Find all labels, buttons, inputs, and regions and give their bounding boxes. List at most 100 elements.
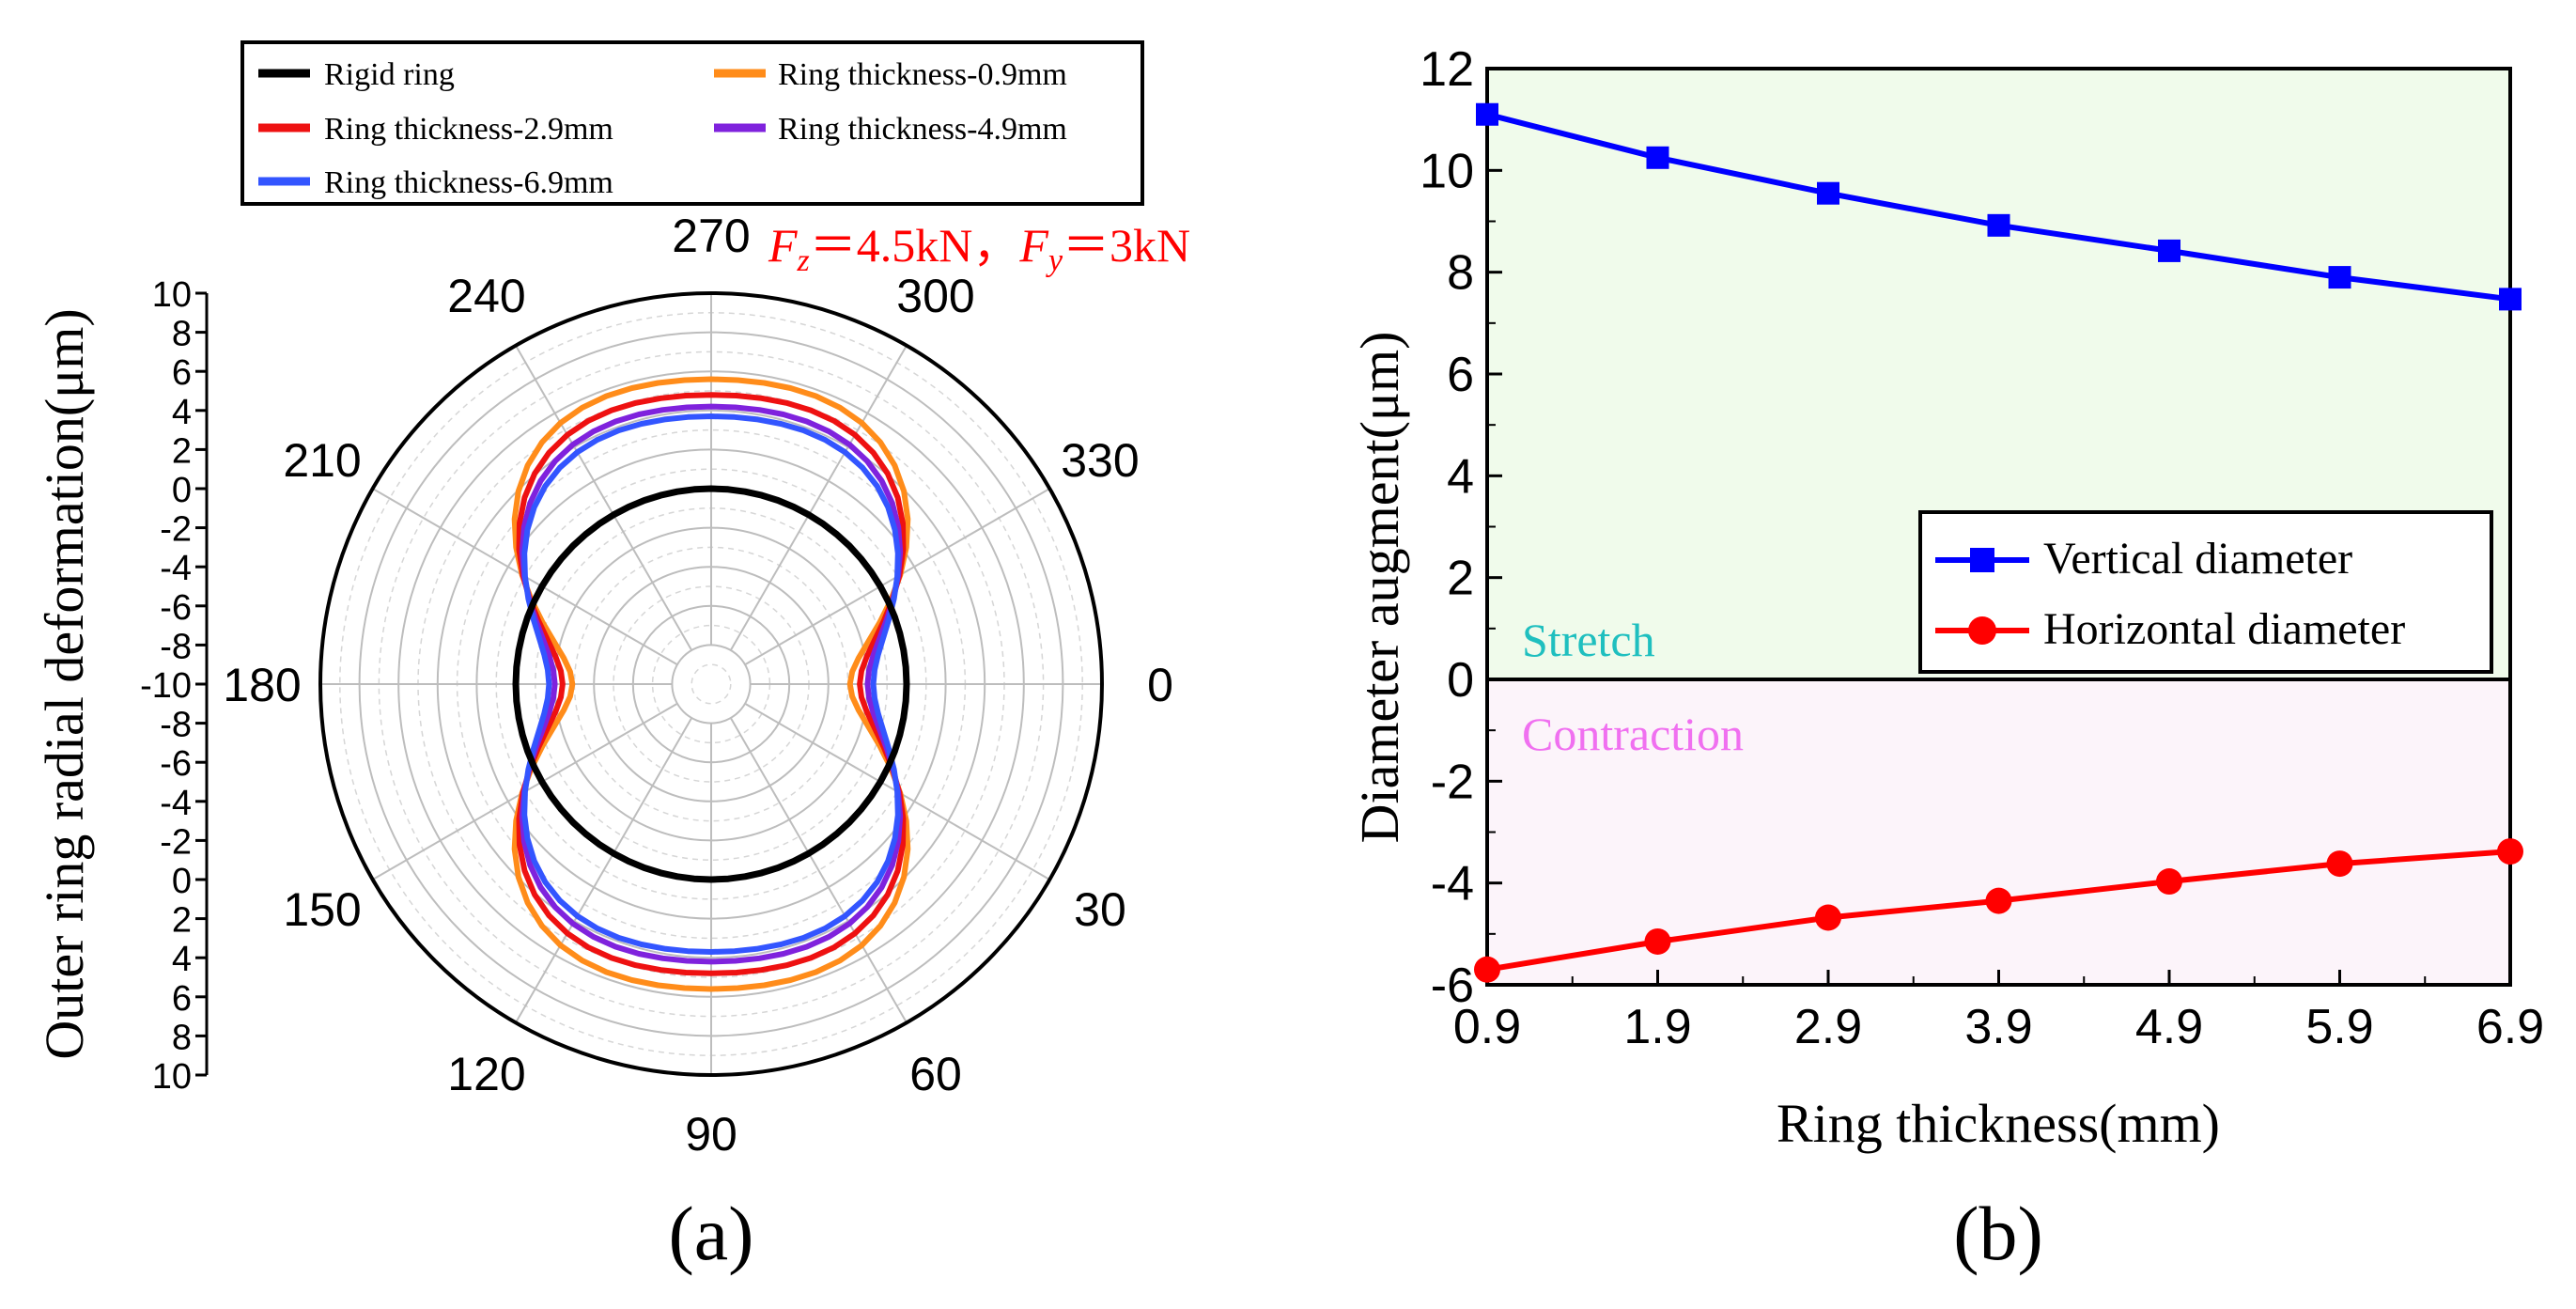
polar-series-rigid-ring [512,485,910,883]
legend-a-label-0-9: Ring thickness-0.9mm [778,57,1067,92]
x-axis-tick-label: 1.9 [1623,1000,1691,1054]
polar-angle-label: 300 [896,270,974,322]
legend-b-label-horizontal: Horizontal diameter [2043,604,2405,654]
panel-b-line-chart: -6 -4 -2 0 2 4 6 8 10 12 0.9 1.9 2.9 3.9 4.9 5.9 6.9 Str… [1349,42,2544,1276]
legend-b-label-vertical: Vertical diameter [2043,534,2352,584]
x-axis-tick-label: 2.9 [1794,1000,1862,1054]
legend-b-square-marker [1970,548,1994,572]
polar-angle-labels: 0 30 60 90 120 150 180 210 240 270 300 330 [223,210,1173,1161]
legend-b-item-horizontal: Horizontal diameter [1935,604,2405,654]
data-point-horizontal [1815,904,1841,931]
polar-series-ring-thickness-0-9mm [511,376,911,992]
radial-axis-tick-label: -6 [160,588,192,628]
fy-subscript: y [1046,243,1063,278]
y-axis-tick-label: 10 [1420,144,1474,198]
legend-a: Rigid ring Ring thickness-2.9mm Ring thi… [241,40,1144,206]
radial-axis-tick-label: -10 [140,666,192,706]
legend-a-item-2-9: Ring thickness-2.9mm [258,112,613,147]
data-point-vertical [1987,213,2010,237]
polar-angle-label: 270 [672,210,750,262]
x-axis-tick-label: 3.9 [1964,1000,2032,1054]
radial-axis-tick-label: 10 [152,275,192,315]
data-point-horizontal [2326,850,2353,878]
polar-grid-spoke [729,345,908,651]
y-axis-tick-label: 4 [1447,449,1474,504]
fz-subscript: z [797,243,810,278]
polar-angle-label: 90 [685,1108,737,1161]
radial-axis-tick-label: -2 [160,822,192,862]
panel-a-polar-chart: Rigid ring Ring thickness-2.9mm Ring thi… [34,40,1190,1276]
data-point-horizontal [1474,956,1500,983]
polar-angle-label: 120 [447,1048,525,1100]
polar-angle-label: 210 [283,434,361,487]
legend-b-circle-marker [1968,616,1996,645]
radial-axis-tick-label: -4 [160,784,192,823]
force-annotation: Fz＝4.5kN，Fy＝3kN [768,219,1190,278]
legend-a-label-6-9: Ring thickness-6.9mm [324,165,613,200]
radial-axis-tick-label: -6 [160,744,192,784]
radial-axis-tick-label: 8 [172,315,192,354]
polar-grid-spoke [515,717,693,1023]
polar-angle-label: 150 [283,883,361,936]
x-axis-tick-label: 0.9 [1453,1000,1521,1054]
polar-grid-ring [691,663,732,705]
polar-angle-label: 30 [1074,883,1126,936]
data-point-vertical [2158,239,2180,262]
fy-symbol: F [1018,219,1048,272]
polar-angle-label: 60 [909,1048,962,1100]
y-axis-tick-label: 8 [1447,246,1474,301]
radial-axis-tick-label: 6 [172,353,192,393]
panel-b-label: (b) [1953,1191,2043,1276]
polar-grid-spoke [729,717,908,1023]
y-axis-tick-label: -6 [1431,958,1474,1013]
polar-y-axis-title: Outer ring radial deformation(μm) [34,308,95,1059]
y-axis-tick-label: 2 [1447,552,1474,606]
x-axis-tick-label: 5.9 [2305,1000,2373,1054]
y-axis-tick-label: -2 [1431,755,1474,809]
y-axis-tick-label: 12 [1420,42,1474,97]
data-point-vertical [1646,146,1669,169]
radial-axis-tick-label: 2 [172,431,192,471]
radial-axis-tick-label: 10 [152,1057,192,1097]
legend-a-label-2-9: Ring thickness-2.9mm [324,112,613,147]
polar-outer-boundary [318,291,1104,1077]
legend-a-label-rigid: Rigid ring [324,57,455,92]
fz-symbol: F [768,219,798,272]
polar-angle-label: 330 [1061,434,1139,487]
data-point-horizontal [1985,887,2012,914]
legend-a-item-6-9: Ring thickness-6.9mm [258,165,613,200]
data-point-horizontal [2497,838,2523,865]
y-axis-tick-label: -4 [1431,857,1474,912]
radial-axis-tick-label: 6 [172,979,192,1019]
data-point-vertical [2499,288,2522,311]
x-axis-tick-label: 4.9 [2135,1000,2203,1054]
y-axis-tick-label: 6 [1447,348,1474,402]
radial-axis-tick-label: 4 [172,940,192,979]
legend-a-item-0-9: Ring thickness-0.9mm [714,57,1067,92]
data-point-vertical [2328,266,2351,289]
radial-axis-tick-label: -8 [160,706,192,745]
radial-axis-tick-label: 0 [172,471,192,510]
polar-series-ring-thickness-4-9mm [519,403,904,965]
data-point-vertical [1817,181,1839,205]
data-point-vertical [1476,102,1498,126]
polar-series-ring-thickness-2-9mm [516,392,907,976]
polar-grid-spoke [515,345,693,651]
polar-grid-ring [671,644,752,725]
legend-a-item-rigid: Rigid ring [258,57,455,92]
radial-axis-tick-label: -8 [160,627,192,666]
fz-value: ＝4.5kN， [810,219,1020,272]
radial-axis-tick-label: -2 [160,510,192,550]
contraction-region-label: Contraction [1522,708,1744,760]
data-point-horizontal [2156,868,2182,896]
radial-axis-tick-label: -4 [160,549,192,588]
legend-b: Vertical diameter Horizontal diameter [1918,510,2493,674]
legend-a-label-4-9: Ring thickness-4.9mm [778,112,1067,147]
polar-angle-label: 0 [1147,659,1173,711]
polar-angle-label: 240 [447,270,525,322]
line-chart-axes: -6 -4 -2 0 2 4 6 8 10 12 0.9 1.9 2.9 3.9 4.9 5.9 6.9 [1420,42,2544,1054]
x-axis-tick-label: 6.9 [2476,1000,2544,1054]
legend-b-item-vertical: Vertical diameter [1935,534,2352,584]
